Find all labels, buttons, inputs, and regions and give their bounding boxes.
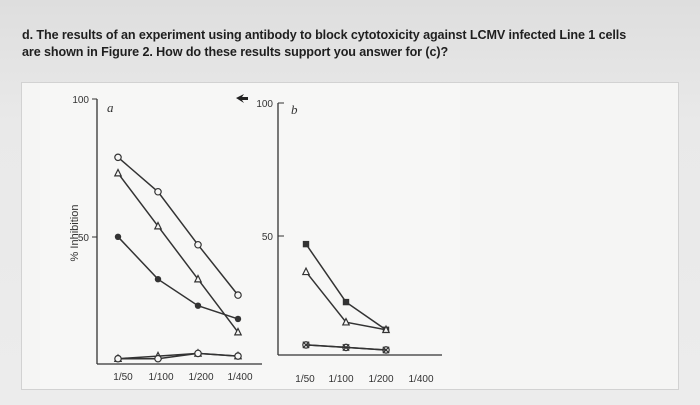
- panel-b-xtick-label-4: 1/400: [408, 374, 433, 385]
- panel-b-plot: [301, 240, 391, 354]
- panel-b-series-1-point-2: [342, 298, 350, 306]
- panel-a-ytick-label-100: 100: [72, 95, 89, 106]
- panel-b-series-4-point-1: [302, 341, 310, 349]
- panel-a-axes: 100 50 a % Inhibition 1/50 1/100 1/200 1…: [69, 95, 262, 383]
- panel-a-series-5-line: [118, 352, 239, 360]
- panel-a-series-2-line: [117, 172, 239, 333]
- panel-a-series-1-point-2: [154, 187, 162, 196]
- panel-b-ytick-label-50: 50: [262, 232, 274, 243]
- panel-a-series-5-point-4: [234, 352, 242, 360]
- panel-a-ylabel: % Inhibition: [69, 205, 81, 262]
- panel-b-series-2-point-3: [381, 324, 391, 334]
- panel-a-series-2-point-3: [193, 274, 203, 283]
- panel-b-axes: 100 50 b 1/50 1/100 1/200 1/400: [236, 94, 442, 385]
- panel-a-series-2-point-2: [153, 221, 163, 230]
- panel-a-series-3-point-2: [154, 276, 162, 283]
- panel-a-letter: a: [107, 100, 114, 115]
- panel-a-series-3-line: [117, 236, 239, 320]
- panel-a-series-1-point-3: [194, 240, 202, 249]
- panel-b-xtick-label-3: 1/200: [368, 374, 393, 385]
- cursor-pointer-icon: [236, 94, 248, 103]
- panel-a-ytick-label-50: 50: [78, 233, 90, 244]
- panel-b-ytick-label-100: 100: [256, 99, 273, 110]
- panel-b-xtick-label-1: 1/50: [295, 374, 315, 385]
- panel-a-xtick-label-4: 1/400: [227, 372, 252, 383]
- panel-a-series-1-line: [117, 156, 239, 296]
- panel-a-xtick-label-3: 1/200: [188, 372, 213, 383]
- panel-a-series-5-point-3: [194, 349, 202, 358]
- panel-a-series-2-point-4: [233, 327, 243, 336]
- panel-a-series-3-point-4: [234, 315, 242, 323]
- panel-b-series-2-point-2: [341, 317, 351, 326]
- figure-paper: [40, 83, 460, 389]
- question-text: d. The results of an experiment using an…: [22, 27, 682, 61]
- panel-a-xtick-label-1: 1/50: [113, 372, 133, 383]
- panel-b-series-1-point-1: [302, 240, 310, 248]
- panel-a-xtick-label-2: 1/100: [148, 372, 173, 383]
- panel-b-letter: b: [291, 102, 298, 117]
- panel-a-series-5-point-1: [114, 354, 122, 363]
- panel-a-series-3-point-1: [114, 233, 122, 240]
- panel-b-series-2-point-1: [301, 266, 311, 276]
- panel-b-xtick-label-2: 1/100: [328, 374, 353, 385]
- panel-a-series-1-point-4: [234, 291, 242, 299]
- panel-a-series-1-point-1: [114, 153, 122, 162]
- panel-a-plot: [113, 153, 243, 363]
- question-line-2: are shown in Figure 2. How do these resu…: [22, 45, 449, 59]
- panel-a-series-3-point-3: [194, 302, 202, 309]
- panel-b-series-4-point-3: [382, 346, 390, 354]
- question-line-1: d. The results of an experiment using an…: [22, 28, 627, 42]
- panel-a-series-5-point-2: [154, 354, 162, 363]
- panel-b-series-4-point-2: [342, 343, 350, 352]
- panel-a-series-2-point-1: [113, 168, 123, 177]
